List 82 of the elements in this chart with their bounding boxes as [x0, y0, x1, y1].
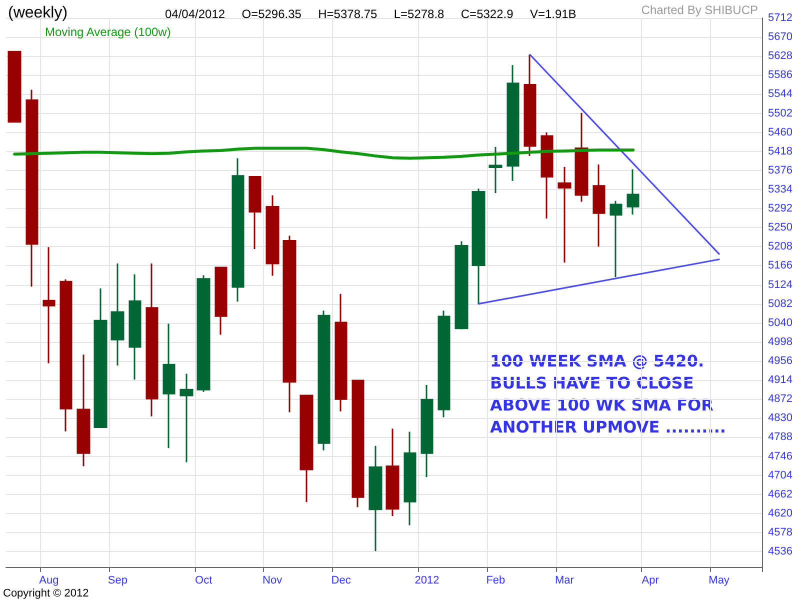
candlestick	[248, 176, 262, 250]
x-tick-label: Sep	[108, 574, 128, 586]
chart-subtitle: 04/04/2012 O=5296.35 H=5378.75 L=5278.8 C=5322.9 V=1.91B	[165, 7, 576, 21]
candlestick	[574, 112, 588, 203]
x-tick-label: Aug	[39, 574, 59, 586]
candlestick	[506, 64, 520, 182]
y-tick-label: 4872	[768, 393, 792, 406]
y-tick-label: 4704	[768, 469, 792, 482]
y-tick-label: 5670	[768, 31, 792, 44]
candlestick	[110, 262, 124, 366]
y-tick-label: 5082	[768, 298, 792, 310]
y-tick-label: 5208	[768, 240, 792, 253]
y-tick-label: 4956	[768, 355, 792, 368]
y-tick-label: 4788	[768, 431, 792, 444]
candlestick	[524, 54, 536, 157]
candlestick	[334, 293, 348, 412]
candlestick	[282, 235, 296, 414]
candlestick	[128, 274, 142, 380]
candlestick	[540, 132, 554, 220]
candlestick	[404, 431, 416, 526]
x-tick-label: May	[708, 574, 730, 586]
candlestick	[318, 310, 330, 452]
y-tick-label: 5502	[768, 107, 792, 120]
y-tick-label: 4830	[768, 412, 792, 424]
candlestick	[454, 240, 468, 330]
candlestick	[232, 157, 244, 302]
y-tick-label: 5334	[768, 184, 792, 196]
candlestick	[438, 310, 450, 418]
y-tick-label: 5292	[768, 202, 792, 215]
text: Moving Average (100w)	[45, 25, 171, 39]
candlestick	[26, 88, 38, 288]
y-tick-label: 5544	[768, 88, 792, 100]
candlestick	[180, 372, 194, 463]
candlestick	[76, 354, 90, 468]
y-tick-label: 5166	[768, 260, 792, 272]
candlestick	[488, 146, 502, 194]
y-tick-label: 4578	[768, 526, 792, 539]
y-tick-label: 5712	[768, 12, 792, 24]
candlestick	[8, 50, 22, 123]
candlestick	[592, 164, 606, 248]
y-tick-label: 4662	[768, 488, 792, 500]
y-tick-label: 5460	[768, 126, 792, 138]
x-tick-label: Dec	[331, 574, 352, 586]
y-tick-label: 5040	[768, 316, 792, 329]
x-tick-label: 2012	[414, 574, 440, 586]
y-tick-label: 5586	[768, 69, 792, 82]
candlestick	[472, 188, 486, 305]
x-tick-label: Oct	[195, 574, 212, 586]
y-tick-label: 4914	[768, 374, 792, 386]
candlestick	[146, 262, 158, 418]
y-tick-label: 4998	[768, 336, 792, 348]
candlestick	[352, 380, 364, 508]
x-tick-label: Feb	[486, 574, 506, 586]
candlestick	[94, 288, 108, 428]
text: Charted By SHIBUCP	[641, 3, 758, 17]
candlestick	[368, 445, 382, 552]
y-tick-label: 4746	[768, 450, 792, 462]
candlestick	[162, 323, 176, 449]
candlestick	[196, 274, 210, 393]
y-tick-label: 5376	[768, 164, 792, 176]
y-tick-label: 5250	[768, 222, 792, 234]
candlestick	[60, 278, 72, 432]
x-tick-label: Nov	[262, 574, 283, 586]
candlestick	[266, 194, 280, 276]
candlestick	[300, 394, 314, 503]
candlestick	[386, 428, 400, 517]
candlestick	[626, 168, 640, 216]
x-tick-label: Apr	[642, 574, 660, 586]
x-tick-label: Mar	[554, 574, 574, 586]
candlestick	[420, 384, 434, 478]
line-series	[13, 146, 635, 160]
y-tick-label: 5418	[768, 145, 792, 158]
y-tick-label: 4536	[768, 546, 792, 558]
y-tick-label: 4620	[768, 507, 792, 520]
chart-title: (weekly)	[8, 4, 68, 22]
text: Copyright © 2012	[3, 588, 89, 600]
y-tick-label: 5628	[768, 50, 792, 62]
candlestick	[558, 166, 572, 264]
candlestick	[610, 200, 622, 278]
candlestick	[42, 246, 56, 364]
y-tick-label: 5124	[768, 278, 792, 291]
candlestick	[214, 266, 228, 336]
